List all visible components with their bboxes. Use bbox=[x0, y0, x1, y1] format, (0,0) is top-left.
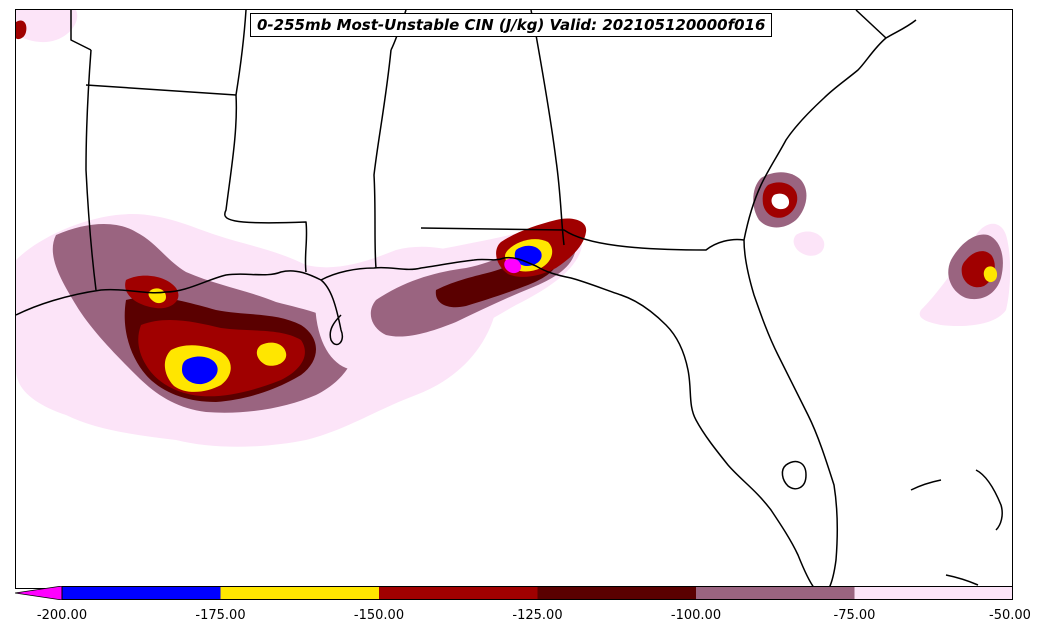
state-line-al-ga bbox=[535, 34, 565, 246]
colorbar-bin bbox=[220, 586, 379, 600]
colorbar-bin bbox=[379, 586, 538, 600]
colorbar-tick-label: -125.00 bbox=[512, 608, 563, 623]
boundary-layer bbox=[16, 10, 1003, 588]
colorbar bbox=[15, 586, 1013, 600]
island-bahamas-2 bbox=[975, 469, 1003, 531]
colorbar-bin bbox=[537, 586, 696, 600]
island-bahamas-1 bbox=[910, 479, 942, 491]
coastline-fl-panhandle bbox=[503, 256, 816, 588]
state-line-ms-al bbox=[373, 49, 392, 269]
lake-okeechobee bbox=[781, 460, 807, 490]
cin-field-light-ga bbox=[793, 231, 825, 256]
colorbar-bin bbox=[854, 586, 1013, 600]
coastline-fl-east bbox=[743, 239, 839, 588]
cin-field-magenta-central bbox=[504, 258, 521, 274]
colorbar-bin bbox=[696, 586, 855, 600]
cin-field-maroon-nw bbox=[16, 20, 27, 40]
colorbar-tick-label: -100.00 bbox=[670, 608, 722, 623]
state-line-la-ms-north bbox=[224, 94, 308, 273]
coastline-la-ms bbox=[320, 257, 505, 281]
state-line-sc-nc bbox=[855, 10, 887, 39]
cin-fill-layer bbox=[16, 10, 1011, 447]
colorbar-bin bbox=[62, 586, 221, 600]
coastline-gulf-west bbox=[16, 270, 343, 346]
cin-field-blue-west bbox=[182, 356, 218, 385]
cin-field-yellow-spot-1 bbox=[256, 342, 287, 366]
cin-field-light-nw bbox=[16, 10, 78, 43]
state-line-top-1 bbox=[70, 10, 92, 51]
colorbar-tick-label: -50.00 bbox=[989, 608, 1031, 623]
state-line-top-2 bbox=[235, 10, 247, 96]
colorbar-tick-label: -150.00 bbox=[353, 608, 405, 623]
colorbar-underflow-arrow bbox=[15, 586, 63, 600]
colorbar-outline bbox=[61, 586, 1013, 600]
cin-map bbox=[16, 10, 1011, 588]
island-bahamas-3 bbox=[945, 574, 979, 586]
cin-field-yellow-east bbox=[983, 266, 998, 283]
colorbar-tick-label: -175.00 bbox=[195, 608, 246, 623]
colorbar-tick-label: -75.00 bbox=[833, 608, 876, 623]
map-title: 0-255mb Most-Unstable CIN (J/kg) Valid: … bbox=[250, 13, 773, 37]
colorbar-tick-label: -200.00 bbox=[36, 608, 88, 623]
cin-field-white-ga bbox=[771, 193, 790, 210]
state-line-tx-la bbox=[85, 49, 97, 291]
map-panel bbox=[15, 9, 1013, 589]
cin-field-blue-central bbox=[514, 245, 542, 266]
state-line-ar-la bbox=[85, 84, 237, 96]
state-line-fl-al-ga bbox=[420, 227, 745, 251]
